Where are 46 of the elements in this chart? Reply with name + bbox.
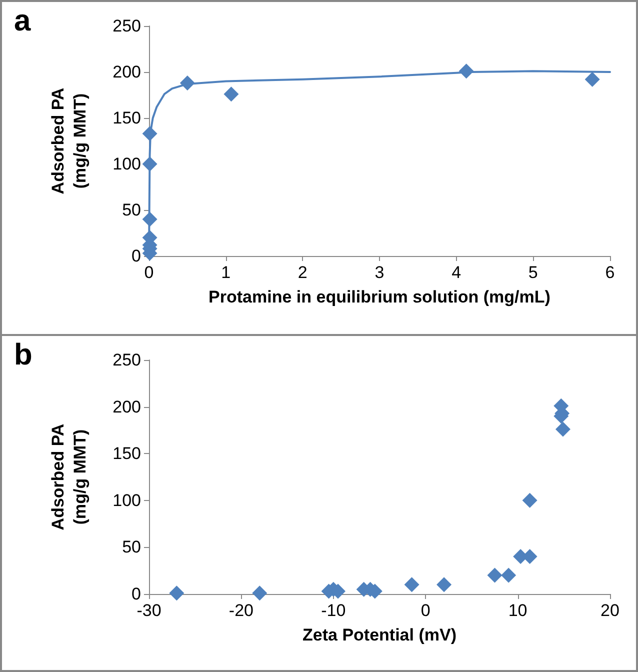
x-tick-label: 20 [600,601,620,620]
y-tick-label: 250 [112,350,141,370]
x-tick-label: 5 [528,263,538,282]
point [142,212,158,227]
point [180,76,195,91]
point [142,126,158,142]
y-tick-label: 100 [112,490,141,510]
y-tick-label: 0 [132,246,141,266]
y-tick-label: 50 [122,200,141,220]
y-tick-label: 200 [112,62,141,82]
x-tick-label: -10 [321,601,346,620]
point [487,568,502,583]
x-axis-title: Protamine in equilibrium solution (mg/mL) [208,288,550,306]
point [555,422,570,437]
y-tick-label: 100 [112,154,141,174]
point [252,586,268,601]
text: b [14,338,32,372]
point [224,86,239,102]
y-tick-label: 150 [112,108,141,128]
x-axis-title: Zeta Potential (mV) [302,626,456,644]
x-tick-label: 0 [420,601,430,620]
point [501,568,516,583]
y-tick-label: 200 [112,397,141,416]
x-tick-label: 3 [374,263,384,282]
y-axis-title: Adsorbed PA (mg/g MMT) [48,424,90,530]
y-axis-title: Adsorbed PA (mg/g MMT) [48,88,90,194]
x-tick-label: -20 [228,601,254,620]
text: a [14,4,31,38]
y-tick-label: 150 [112,444,141,464]
x-tick-label: 4 [452,263,462,282]
point [584,72,600,87]
x-tick-label: 6 [605,263,615,282]
x-tick-label: 2 [298,263,308,282]
y-tick-label: 50 [122,538,141,557]
point [142,156,158,172]
x-tick-label: -30 [136,601,162,620]
y-tick-label: 250 [112,16,141,36]
point [436,577,452,592]
point [458,64,474,79]
x-tick-label: 1 [221,263,231,282]
point [522,492,538,508]
point [404,577,420,592]
point [169,586,184,601]
y-tick-label: 0 [132,584,141,604]
x-tick-label: 0 [144,263,154,282]
x-tick-label: 10 [508,601,528,620]
